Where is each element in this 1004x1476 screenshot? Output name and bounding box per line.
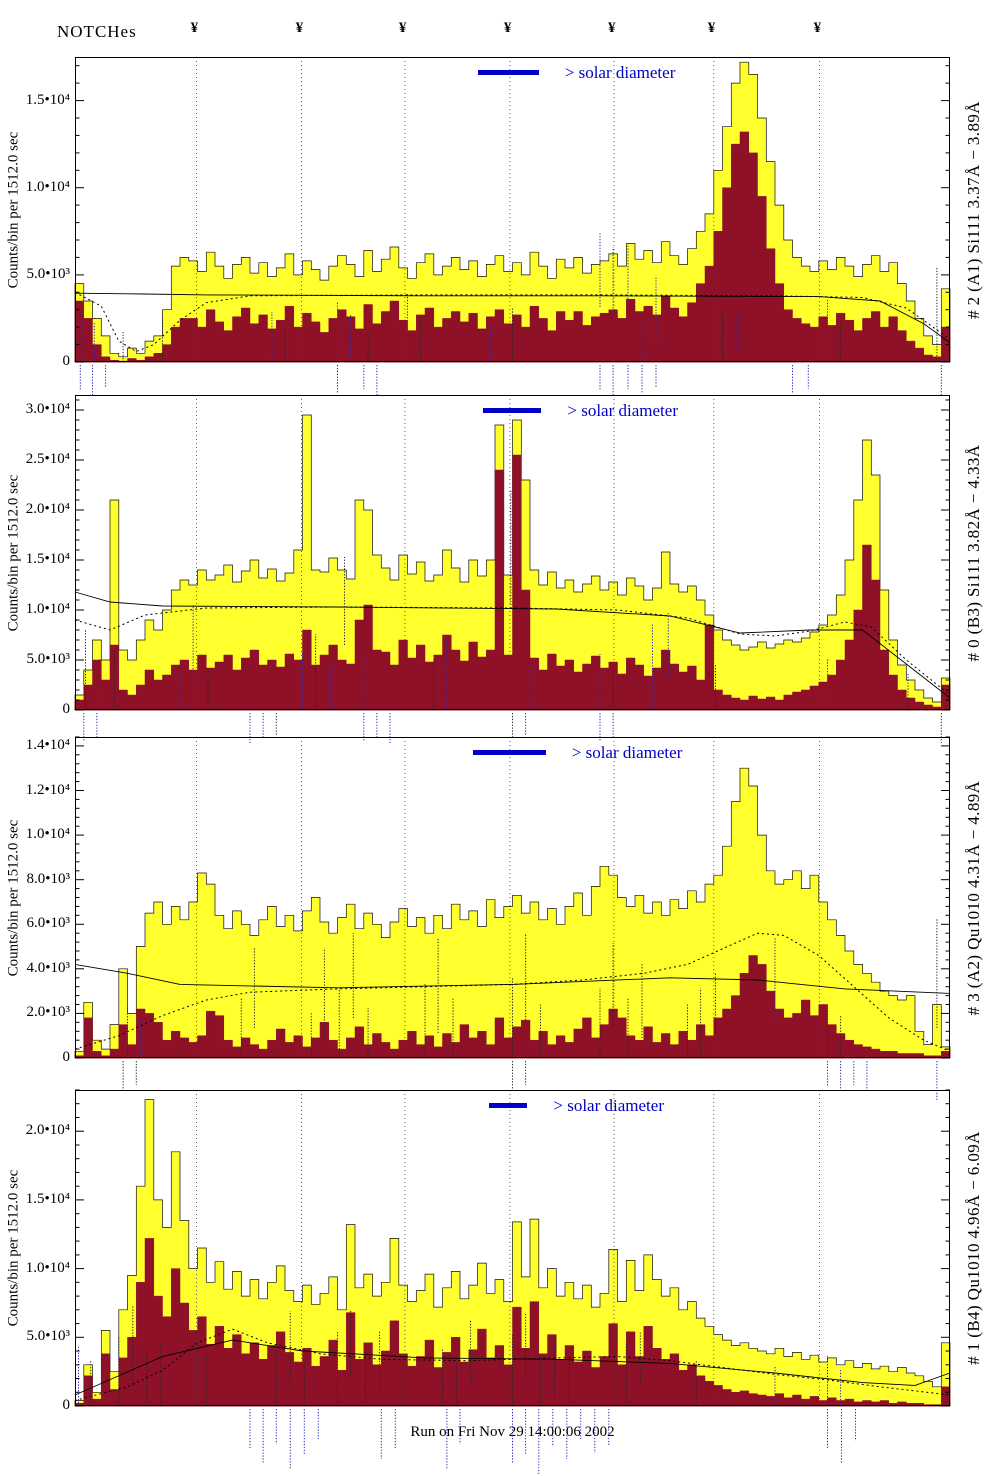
notch-marker: ¥: [707, 20, 716, 36]
y-tick-label: 1.5•10⁴: [25, 551, 70, 567]
y-tick-label: 1.0•10⁴: [25, 178, 70, 195]
y-tick-label: 5.0•10³: [26, 651, 71, 667]
panel-qu1010-a2: Counts/bin per 1512.0 sec 1.4•10⁴ 1.2•10⁴…: [0, 736, 1004, 1101]
panel-right-label: # 0 (B3) Si111 3.82Å − 4.33Å: [964, 444, 983, 661]
y-tick-label: 2.0•10⁴: [25, 501, 70, 517]
panel-right-label: # 2 (A1) Si111 3.37Å − 3.89Å: [964, 100, 983, 319]
solar-diameter-annotation: > solar diameter: [477, 62, 676, 82]
notch-dashed-lines: [196, 737, 820, 1058]
solar-diameter-annotation: > solar diameter: [473, 743, 682, 761]
solar-diameter-label: > solar diameter: [553, 1095, 664, 1115]
y-tick-label: 1.4•10⁴: [25, 736, 70, 753]
y-tick-labels: 3.0•10⁴ 2.5•10⁴ 2.0•10⁴ 1.5•10⁴ 1.0•10⁴ 5.0•1…: [0, 395, 71, 717]
plot-area: > solar diameter: [74, 57, 951, 395]
histogram-yellow: [74, 1099, 951, 1407]
solar-diameter-bar: [477, 69, 539, 75]
y-tick-label: 2.0•10³: [26, 1004, 71, 1021]
plot-frame: [75, 57, 950, 362]
notch-marker: ¥: [398, 20, 407, 36]
run-timestamp: Run on Fri Nov 29 14:00:06 2002: [410, 1424, 615, 1440]
solar-diameter-label: > solar diameter: [571, 742, 683, 762]
background-curve-dotted: [74, 932, 951, 1052]
solar-diameter-bar: [473, 749, 546, 755]
notch-marker: ¥: [813, 20, 822, 36]
notch-marker: ¥: [608, 20, 616, 36]
line-annotation-marks: [83, 490, 942, 743]
y-tick-label: 0: [62, 1397, 71, 1413]
solar-diameter-bar: [488, 1102, 528, 1108]
solar-diameter-label: > solar diameter: [564, 62, 676, 82]
panel-right-label: # 3 (A2) Qu1010 4.31Å − 4.89Å: [964, 780, 983, 1015]
y-tick-label: 2.5•10⁴: [25, 451, 70, 467]
solar-diameter-annotation: > solar diameter: [482, 400, 678, 420]
y-tick-label: 6.0•10³: [26, 915, 71, 932]
y-tick-label: 0: [62, 1049, 71, 1065]
solar-diameter-bar: [482, 407, 542, 413]
panel-right-label: # 1 (B4) Qu1010 4.96Å − 6.09Å: [964, 1131, 983, 1365]
histogram-svg: [74, 57, 951, 395]
notch-marker: ¥: [503, 20, 512, 36]
histogram-svg: [74, 736, 951, 1101]
y-tick-label: 3.0•10⁴: [25, 401, 70, 417]
panel-si111-b3: Counts/bin per 1512.0 sec 3.0•10⁴ 2.5•10⁴…: [0, 395, 1004, 743]
notches-label: NOTCHes: [57, 22, 137, 41]
line-annotation-marks: [79, 232, 942, 395]
solar-diameter-label: > solar diameter: [567, 400, 678, 420]
notch-dashed-lines: [196, 57, 820, 362]
line-annotation-marks: [122, 918, 938, 1101]
plot-frame: [75, 737, 950, 1058]
y-tick-label: 5.0•10³: [26, 1328, 71, 1345]
histogram-svg: [74, 1089, 951, 1474]
y-tick-label: 1.5•10⁴: [25, 1190, 70, 1207]
notch-header-strip: NOTCHes ¥ ¥ ¥ ¥ ¥ ¥ ¥: [0, 20, 1004, 48]
solar-diameter-annotation: > solar diameter: [488, 1095, 664, 1115]
y-tick-label: 0: [62, 701, 71, 717]
y-tick-label: 1.0•10⁴: [25, 1259, 70, 1276]
background-curve-dotted: [74, 1328, 951, 1401]
histogram-yellow: [74, 767, 951, 1059]
y-tick-label: 1.2•10⁴: [25, 781, 70, 798]
histogram-red: [74, 454, 951, 711]
plot-area: > solar diameter: [74, 1089, 951, 1474]
y-tick-labels: 2.0•10⁴ 1.5•10⁴ 1.0•10⁴ 5.0•10³ 0: [0, 1090, 71, 1413]
background-curve-dotted: [74, 606, 951, 696]
line-annotation-marks: [78, 1306, 856, 1474]
y-tick-label: 1.5•10⁴: [25, 91, 70, 108]
plot-area: > solar diameter: [74, 395, 951, 743]
y-tick-label: 2.0•10⁴: [25, 1122, 70, 1139]
notch-dashed-lines: [196, 1090, 820, 1406]
plot-frame: [75, 1090, 950, 1406]
histogram-red: [74, 955, 951, 1059]
panel-si111-a1: Counts/bin per 1512.0 sec 1.5•10⁴ 1.0•10⁴…: [0, 57, 1004, 395]
trend-curve-solid: [74, 591, 951, 699]
notch-dashed-lines: [196, 395, 820, 710]
y-tick-labels: 1.4•10⁴ 1.2•10⁴ 1.0•10⁴ 8.0•10³ 6.0•10³ 4.0•1…: [0, 736, 71, 1065]
notch-marker: ¥: [190, 20, 199, 36]
plot-frame: [75, 395, 950, 710]
trend-curve-solid: [74, 1339, 951, 1396]
histogram-red: [74, 131, 951, 363]
panel-qu1010-b4: Counts/bin per 1512.0 sec 2.0•10⁴ 1.5•10⁴…: [0, 1089, 1004, 1474]
y-tick-labels: 1.5•10⁴ 1.0•10⁴ 5.0•10³ 0: [0, 57, 71, 369]
trend-curve-solid: [74, 292, 951, 344]
y-tick-label: 8.0•10³: [26, 870, 71, 887]
y-tick-label: 0: [62, 353, 71, 369]
y-tick-label: 5.0•10³: [26, 265, 71, 282]
y-tick-label: 1.0•10⁴: [25, 826, 70, 843]
histogram-svg: [74, 395, 951, 743]
y-tick-label: 4.0•10³: [26, 959, 71, 976]
y-tick-label: 1.0•10⁴: [25, 601, 70, 617]
notch-marker: ¥: [295, 20, 304, 36]
plot-area: > solar diameter: [74, 736, 951, 1101]
